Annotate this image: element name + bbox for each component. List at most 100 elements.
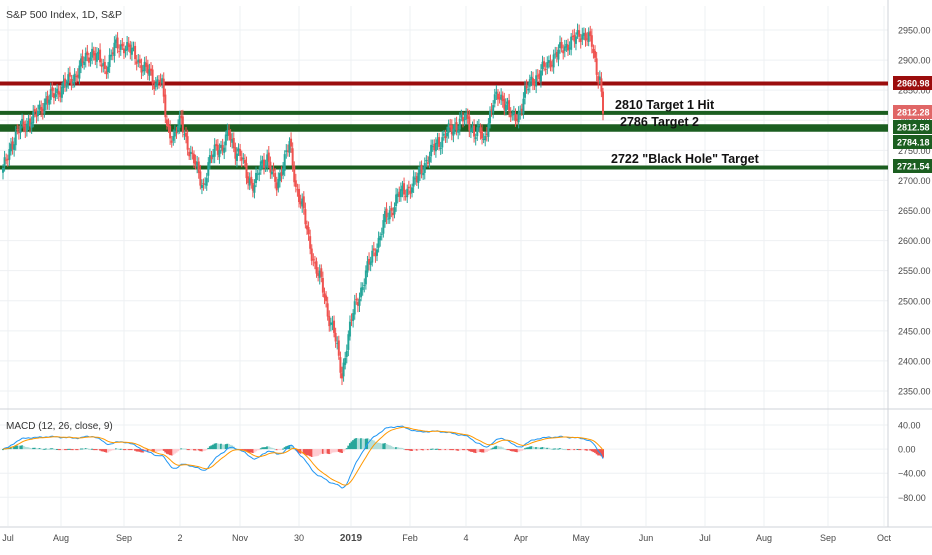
candle-body: [425, 159, 428, 162]
candle-body: [159, 79, 162, 82]
macd-histogram-bar: [531, 446, 534, 450]
candle-body: [272, 169, 275, 172]
macd-histogram-bar: [382, 443, 385, 450]
macd-histogram-bar: [72, 449, 75, 451]
macd-histogram-bar: [309, 449, 312, 457]
candle-body: [199, 171, 202, 186]
macd-histogram-bar: [489, 449, 492, 451]
macd-histogram-bar: [353, 438, 356, 450]
candle-body: [167, 124, 170, 127]
macd-histogram-bar: [388, 445, 391, 450]
macd-histogram-bar: [243, 449, 246, 451]
candle-body: [471, 127, 474, 130]
macd-histogram-bar: [223, 444, 226, 450]
candle-body: [559, 42, 562, 49]
candle-body: [102, 63, 105, 66]
candle-body: [535, 75, 538, 87]
macd-histogram-bar: [395, 447, 398, 450]
candle-body: [469, 129, 472, 133]
candle-body: [165, 119, 168, 126]
candle-body: [243, 159, 246, 164]
macd-histogram-bar: [438, 449, 441, 451]
candle-body: [551, 64, 554, 66]
candle-body: [337, 340, 340, 356]
macd-histogram-bar: [38, 448, 41, 450]
macd-histogram-bar: [320, 449, 323, 454]
candle-body: [528, 79, 531, 87]
macd-histogram-bar: [519, 449, 522, 452]
candle-body: [169, 125, 172, 139]
macd-histogram-bar: [275, 449, 278, 451]
macd-histogram-bar: [411, 449, 414, 451]
macd-histogram-bar: [33, 447, 36, 450]
macd-histogram-bar: [503, 448, 506, 450]
annotation-target-1: 2810 Target 1 Hit: [615, 98, 715, 112]
macd-histogram-bar: [266, 446, 269, 450]
candle-body: [504, 104, 507, 112]
candle-body: [482, 138, 485, 140]
macd-histogram-bar: [538, 447, 541, 450]
candle-body: [500, 94, 503, 100]
macd-histogram-bar: [479, 449, 482, 453]
candle-body: [100, 64, 103, 67]
macd-histogram-bar: [25, 447, 28, 450]
macd-histogram-bar: [442, 449, 445, 451]
candle-body: [240, 157, 243, 161]
candle-body: [232, 137, 235, 149]
macd-histogram-bar: [17, 445, 20, 450]
macd-histogram-bar: [562, 449, 565, 451]
macd-label: MACD (12, 26, close, 9): [6, 421, 113, 432]
candle-body: [49, 89, 52, 100]
candle-body: [256, 173, 259, 175]
candle-body: [313, 262, 316, 264]
candle-body: [465, 112, 468, 120]
macd-histogram-bar: [107, 449, 110, 453]
candle-body: [409, 190, 412, 194]
candle-body: [415, 176, 418, 183]
candle-body: [164, 94, 167, 118]
candle-body: [379, 236, 382, 241]
candle-body: [286, 150, 289, 152]
macd-histogram-bar: [274, 449, 277, 451]
macd-histogram-bar: [600, 449, 603, 457]
macd-histogram-bar: [70, 449, 73, 451]
macd-histogram-bar: [170, 449, 173, 456]
candle-body: [309, 236, 312, 249]
macd-histogram-bar: [298, 449, 301, 453]
macd-histogram-bar: [334, 449, 337, 453]
candle-body: [173, 130, 176, 137]
candle-body: [185, 132, 188, 137]
candle-body: [479, 127, 482, 134]
candle-body: [428, 156, 431, 163]
candle-body: [557, 49, 560, 60]
macd-histogram-bar: [496, 446, 499, 450]
candle-body: [474, 137, 477, 139]
candle-body: [105, 71, 108, 75]
macd-histogram-bar: [293, 448, 296, 450]
candle-body: [258, 172, 261, 175]
macd-histogram-bar: [205, 449, 208, 451]
candle-body: [197, 161, 200, 173]
candle-body: [37, 110, 40, 116]
candle-body: [460, 114, 463, 118]
macd-histogram-bar: [79, 448, 82, 450]
x-tick-label: Jul: [2, 533, 14, 543]
signal-line: [2, 426, 604, 486]
macd-histogram-bar: [305, 449, 308, 456]
price-level-badge-label: 2812.58: [897, 123, 930, 133]
price-tick-label: 2600.00: [898, 236, 931, 246]
macd-histogram-bar: [285, 446, 288, 450]
macd-histogram-bar: [415, 449, 418, 451]
candle-body: [516, 118, 519, 121]
candle-body: [220, 144, 223, 148]
macd-histogram-bar: [417, 449, 420, 451]
candle-body: [570, 36, 573, 50]
macd-tick-label: 0.00: [898, 445, 916, 455]
candle-body: [562, 50, 565, 54]
candle-body: [388, 210, 391, 220]
macd-histogram-bar: [310, 449, 313, 457]
candle-body: [298, 188, 301, 203]
macd-histogram-bar: [32, 447, 35, 450]
candle-body: [329, 322, 332, 325]
macd-histogram-bar: [504, 449, 507, 451]
